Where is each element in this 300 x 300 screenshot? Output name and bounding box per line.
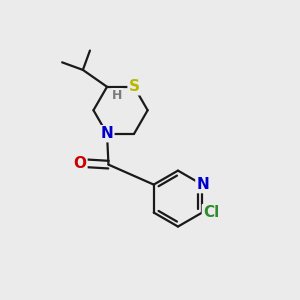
Text: S: S <box>129 79 140 94</box>
Text: N: N <box>196 177 209 192</box>
Text: N: N <box>100 126 113 141</box>
Text: O: O <box>74 156 86 171</box>
Text: H: H <box>112 89 122 102</box>
Text: Cl: Cl <box>203 205 219 220</box>
